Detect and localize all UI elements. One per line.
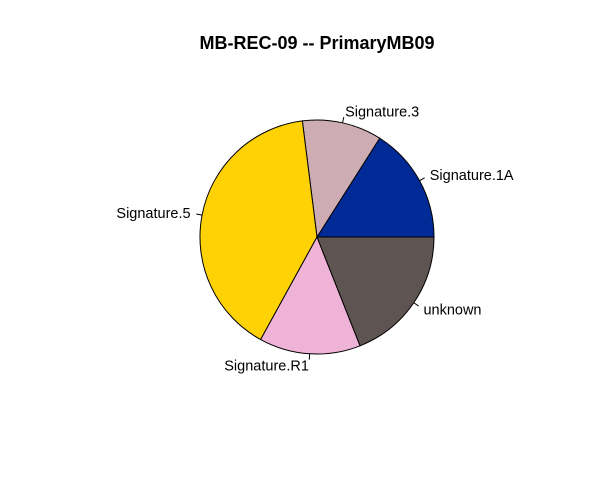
pie-slice <box>316 137 435 238</box>
pie-slice-label: Signature.3 <box>345 104 419 120</box>
pie-slice <box>199 120 318 341</box>
pie-slice-label: Signature.1A <box>430 168 514 184</box>
pie-slice-label: Signature.R1 <box>224 358 309 374</box>
pie-label-tick <box>342 117 345 123</box>
pie-label-tick <box>419 177 425 182</box>
chart-title: MB-REC-09 -- PrimaryMB09 <box>199 33 434 53</box>
pie-labels: Signature.1A Signature.3 Signature.5 Signat… <box>116 104 514 374</box>
pie-slice <box>316 236 435 347</box>
pie-slice <box>301 119 381 239</box>
pie-label-tick <box>196 213 203 216</box>
pie-slices <box>199 119 435 355</box>
pie-slice-label: unknown <box>423 302 481 318</box>
pie-label-tick <box>413 302 419 307</box>
pie-slice <box>259 235 361 355</box>
pie-slice-label: Signature.5 <box>116 206 190 222</box>
